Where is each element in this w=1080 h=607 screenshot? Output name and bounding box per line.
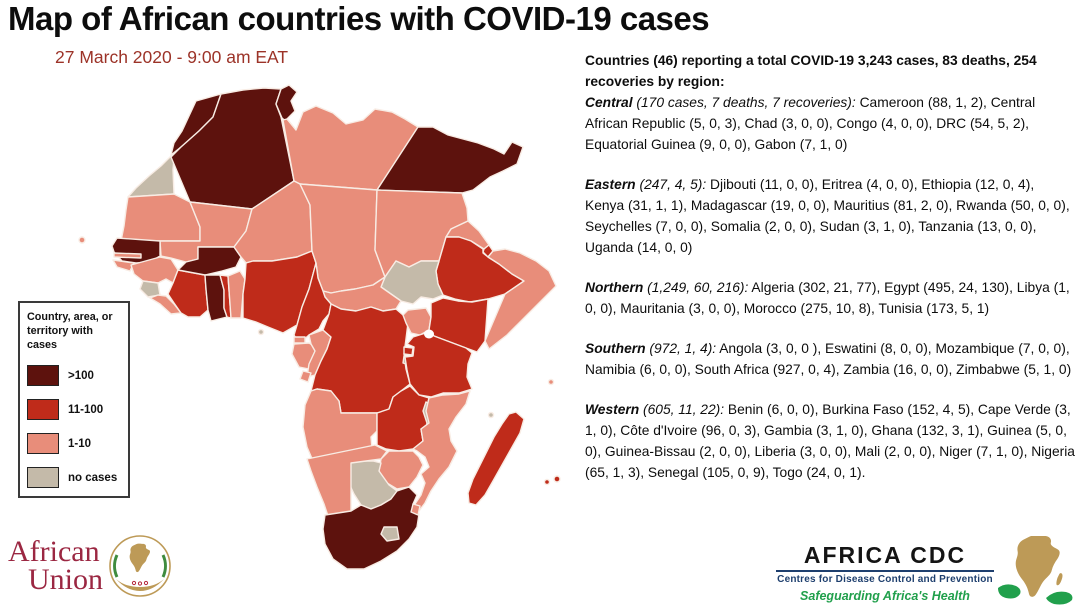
- country-cameroon: [293, 262, 332, 345]
- legend-item-no-cases: no cases: [27, 467, 123, 489]
- region-paragraph-southern: Southern (972, 1, 4): Angola (3, 0, 0 ),…: [585, 341, 1072, 377]
- african-union-emblem-icon: [109, 535, 171, 597]
- country-equatorial-guinea: [293, 336, 306, 344]
- summary-intro: Countries (46) reporting a total COVID-1…: [585, 50, 1077, 92]
- country-tanzania: [404, 331, 473, 398]
- country-nigeria: [242, 250, 317, 334]
- au-word-african: African: [8, 535, 100, 569]
- country-guinea: [130, 256, 179, 284]
- legend-item-gt100: >100: [27, 365, 123, 387]
- summary-intro-text: Countries (46) reporting a total COVID-1…: [585, 53, 1037, 89]
- page-title: Map of African countries with COVID-19 c…: [8, 0, 710, 37]
- country-algeria: [170, 87, 295, 210]
- country-liberia: [149, 294, 182, 315]
- cdc-rule: [776, 570, 994, 572]
- country-cape-verde: [78, 236, 86, 244]
- legend-label-1-10: 1-10: [68, 437, 92, 450]
- cdc-africa-icon: [998, 536, 1073, 605]
- regional-summary: Countries (46) reporting a total COVID-1…: [585, 50, 1077, 502]
- country-sao-tome: [257, 328, 265, 336]
- country-madagascar: [467, 411, 525, 506]
- legend-swatch-no-cases: [27, 467, 59, 489]
- legend-title: Country, area, or territory with cases: [27, 311, 113, 352]
- cdc-subtitle: Centres for Disease Control and Preventi…: [777, 574, 993, 585]
- region-paragraph-eastern: Eastern (247, 4, 5): Djibouti (11, 0, 0)…: [585, 177, 1070, 255]
- africa-cdc-logo: AFRICA CDC Centres for Disease Control a…: [776, 536, 1076, 606]
- africa-cdc-wordmark: AFRICA CDC Centres for Disease Control a…: [776, 544, 994, 603]
- legend-label-11-100: 11-100: [68, 403, 104, 416]
- country-mauritania: [120, 193, 201, 242]
- legend-item-1-10: 1-10: [27, 433, 123, 455]
- legend-swatch-gt100: [27, 365, 59, 387]
- african-union-wordmark: African Union: [8, 535, 103, 596]
- country-egypt: [376, 126, 524, 194]
- au-rings-icon: [131, 580, 149, 586]
- map-legend: Country, area, or territory with cases >…: [18, 301, 130, 499]
- cdc-left-hand-icon: [998, 584, 1021, 599]
- legend-swatch-1-10: [27, 433, 59, 455]
- african-union-logo: African Union: [8, 533, 173, 599]
- country-cabinda: [299, 370, 312, 383]
- region-paragraph-western: Western (605, 11, 22): Benin (6, 0, 0), …: [585, 402, 1075, 480]
- region-paragraph-northern: Northern (1,249, 60, 216): Algeria (302,…: [585, 280, 1070, 316]
- country-sierra-leone: [139, 280, 161, 298]
- lake-victoria: [424, 329, 434, 339]
- country-gambia: [113, 252, 142, 259]
- legend-item-11-100: 11-100: [27, 399, 123, 421]
- region-paragraph-central: Central (170 cases, 7 deaths, 7 recoveri…: [585, 95, 1036, 152]
- date-subtitle: 27 March 2020 - 9:00 am EAT: [55, 47, 289, 67]
- country-libya: [282, 105, 419, 191]
- legend-label-gt100: >100: [68, 369, 94, 382]
- country-mauritius: [553, 475, 561, 483]
- map-countries: [78, 84, 561, 570]
- au-word-union: Union: [28, 563, 103, 596]
- country-seychelles: [547, 378, 555, 386]
- cdc-title: AFRICA CDC: [803, 542, 967, 568]
- country-lesotho: [380, 526, 400, 542]
- country-western-sahara: [127, 155, 175, 198]
- country-rwanda: [403, 346, 414, 356]
- legend-swatch-11-100: [27, 399, 59, 421]
- country-tunisia: [275, 84, 298, 131]
- country-eswatini: [410, 503, 421, 516]
- country-reunion: [543, 478, 551, 486]
- country-guinea-bissau: [112, 259, 135, 272]
- cdc-right-hand-icon: [1046, 591, 1073, 605]
- country-somalia: [484, 248, 557, 350]
- country-angola: [302, 388, 378, 462]
- cdc-tagline: Safeguarding Africa's Health: [800, 589, 970, 603]
- legend-label-no-cases: no cases: [68, 471, 118, 484]
- country-comoros: [487, 411, 495, 419]
